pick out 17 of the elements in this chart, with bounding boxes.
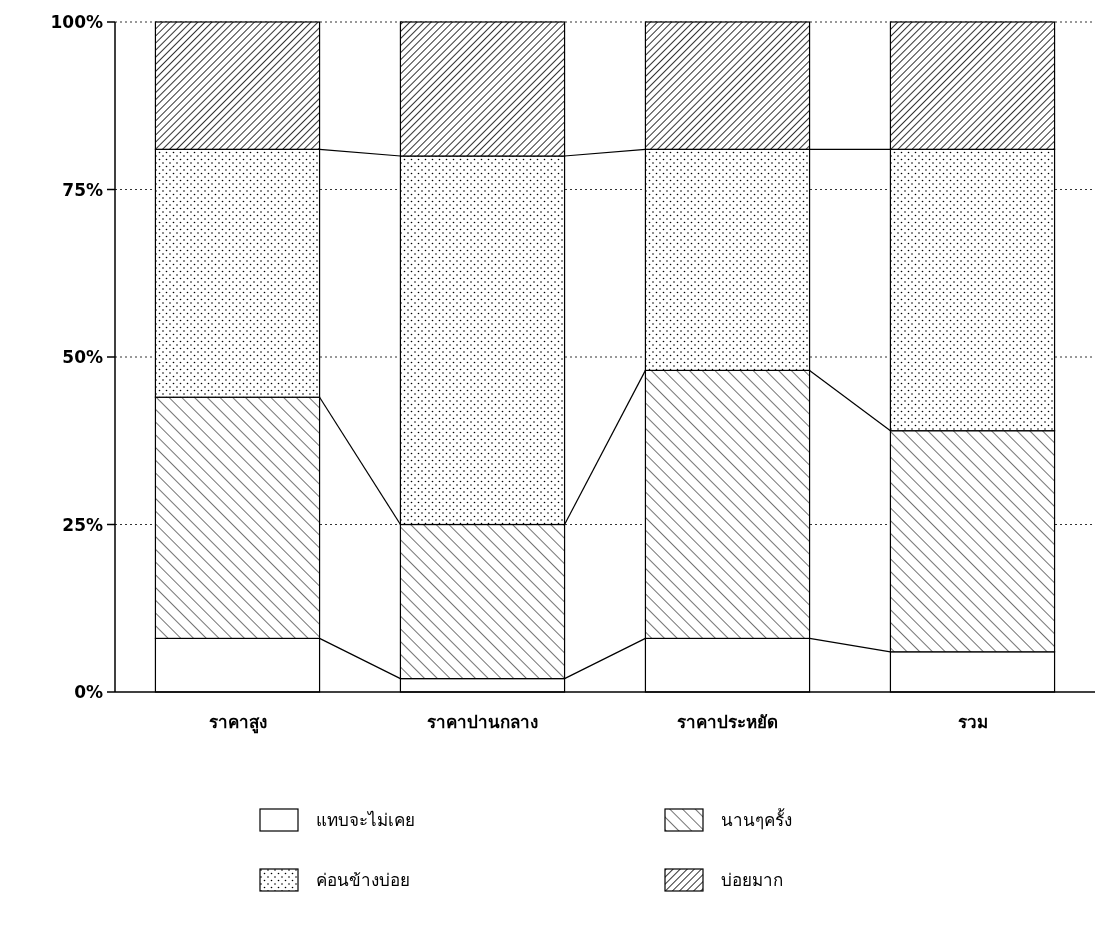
y-tick-label: 25% xyxy=(62,514,103,535)
y-tick-label: 75% xyxy=(62,179,103,200)
y-tick-label: 50% xyxy=(62,347,103,367)
legend-label: แทบจะไม่เคย xyxy=(316,810,415,830)
x-tick-label: ราคาประหยัด xyxy=(677,712,778,732)
legend-item: บ่อยมาก xyxy=(664,868,783,892)
legend-label: บ่อยมาก xyxy=(721,870,783,890)
y-tick-label: 100% xyxy=(50,12,103,32)
legend-item: แทบจะไม่เคย xyxy=(259,808,415,832)
y-tick-label: 0% xyxy=(74,682,103,702)
x-tick-label: ราคาสูง xyxy=(208,712,267,734)
x-tick-label: รวม xyxy=(957,712,988,732)
legend-item: ค่อนข้างบ่อย xyxy=(259,868,410,892)
legend-label: ค่อนข้างบ่อย xyxy=(316,870,410,890)
x-tick-label: ราคาปานกลาง xyxy=(427,712,538,732)
legend-label: นานๆครั้ง xyxy=(721,808,792,830)
legend-item: นานๆครั้ง xyxy=(664,808,792,832)
